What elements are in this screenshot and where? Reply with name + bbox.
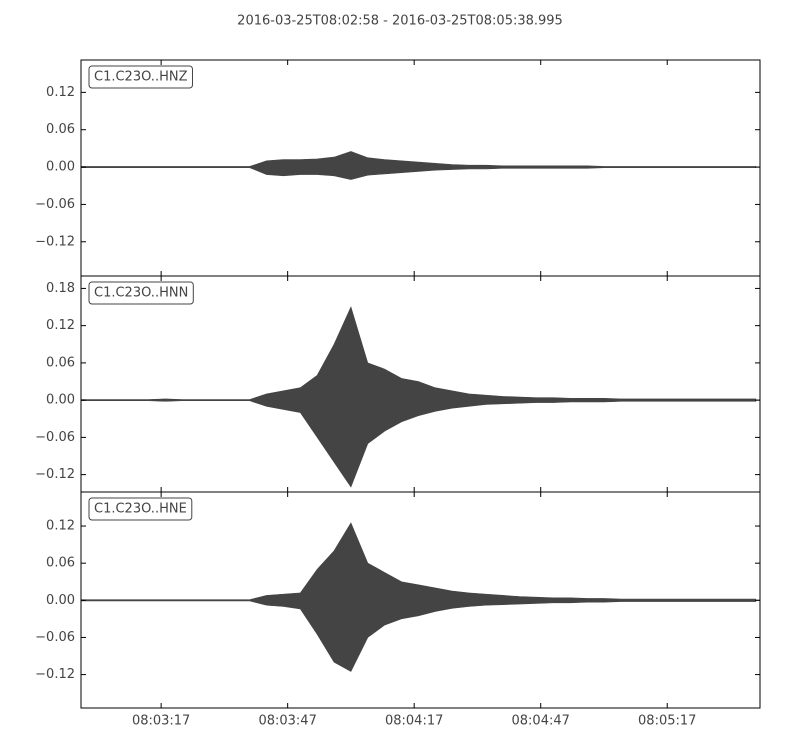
y-tick-label: 0.06	[46, 122, 75, 137]
y-tick-label: −0.12	[35, 667, 75, 682]
x-tick-label: 08:03:47	[258, 714, 316, 729]
label-box	[88, 497, 193, 521]
y-tick-label: −0.06	[35, 630, 75, 645]
x-tick-label: 08:05:17	[638, 714, 696, 729]
y-tick-label: −0.06	[35, 197, 75, 212]
panel-label: C1.C23O..HNN	[94, 286, 188, 301]
x-tick-label: 08:03:17	[132, 714, 190, 729]
waveform-upper	[80, 151, 757, 168]
panel-label: C1.C23O..HNE	[94, 502, 187, 517]
x-tick-label: 08:04:47	[512, 714, 570, 729]
waveform-lower	[80, 166, 757, 180]
y-tick-label: 0.00	[46, 160, 75, 175]
x-tick-label: 08:04:17	[385, 714, 443, 729]
y-tick-label: −0.12	[35, 234, 75, 249]
y-tick-label: −0.12	[35, 467, 75, 482]
waveform-lower	[80, 600, 757, 672]
chart-title: 2016-03-25T08:02:58 - 2016-03-25T08:05:3…	[237, 14, 563, 29]
y-tick-label: 0.12	[46, 85, 75, 100]
y-tick-label: 0.12	[46, 519, 75, 534]
y-tick-label: 0.00	[46, 393, 75, 408]
y-tick-label: 0.06	[46, 556, 75, 571]
y-tick-label: 0.18	[46, 281, 75, 296]
waveform-upper	[80, 306, 757, 401]
y-tick-label: 0.06	[46, 355, 75, 370]
y-tick-label: −0.06	[35, 430, 75, 445]
panel-frame	[80, 491, 761, 709]
panel-label: C1.C23O..HNZ	[94, 70, 188, 85]
label-box	[88, 65, 193, 89]
y-tick-label: 0.00	[46, 593, 75, 608]
waveform-upper	[80, 522, 757, 601]
y-tick-label: 0.12	[46, 318, 75, 333]
waveform-lower	[80, 399, 757, 488]
label-box	[88, 281, 194, 305]
